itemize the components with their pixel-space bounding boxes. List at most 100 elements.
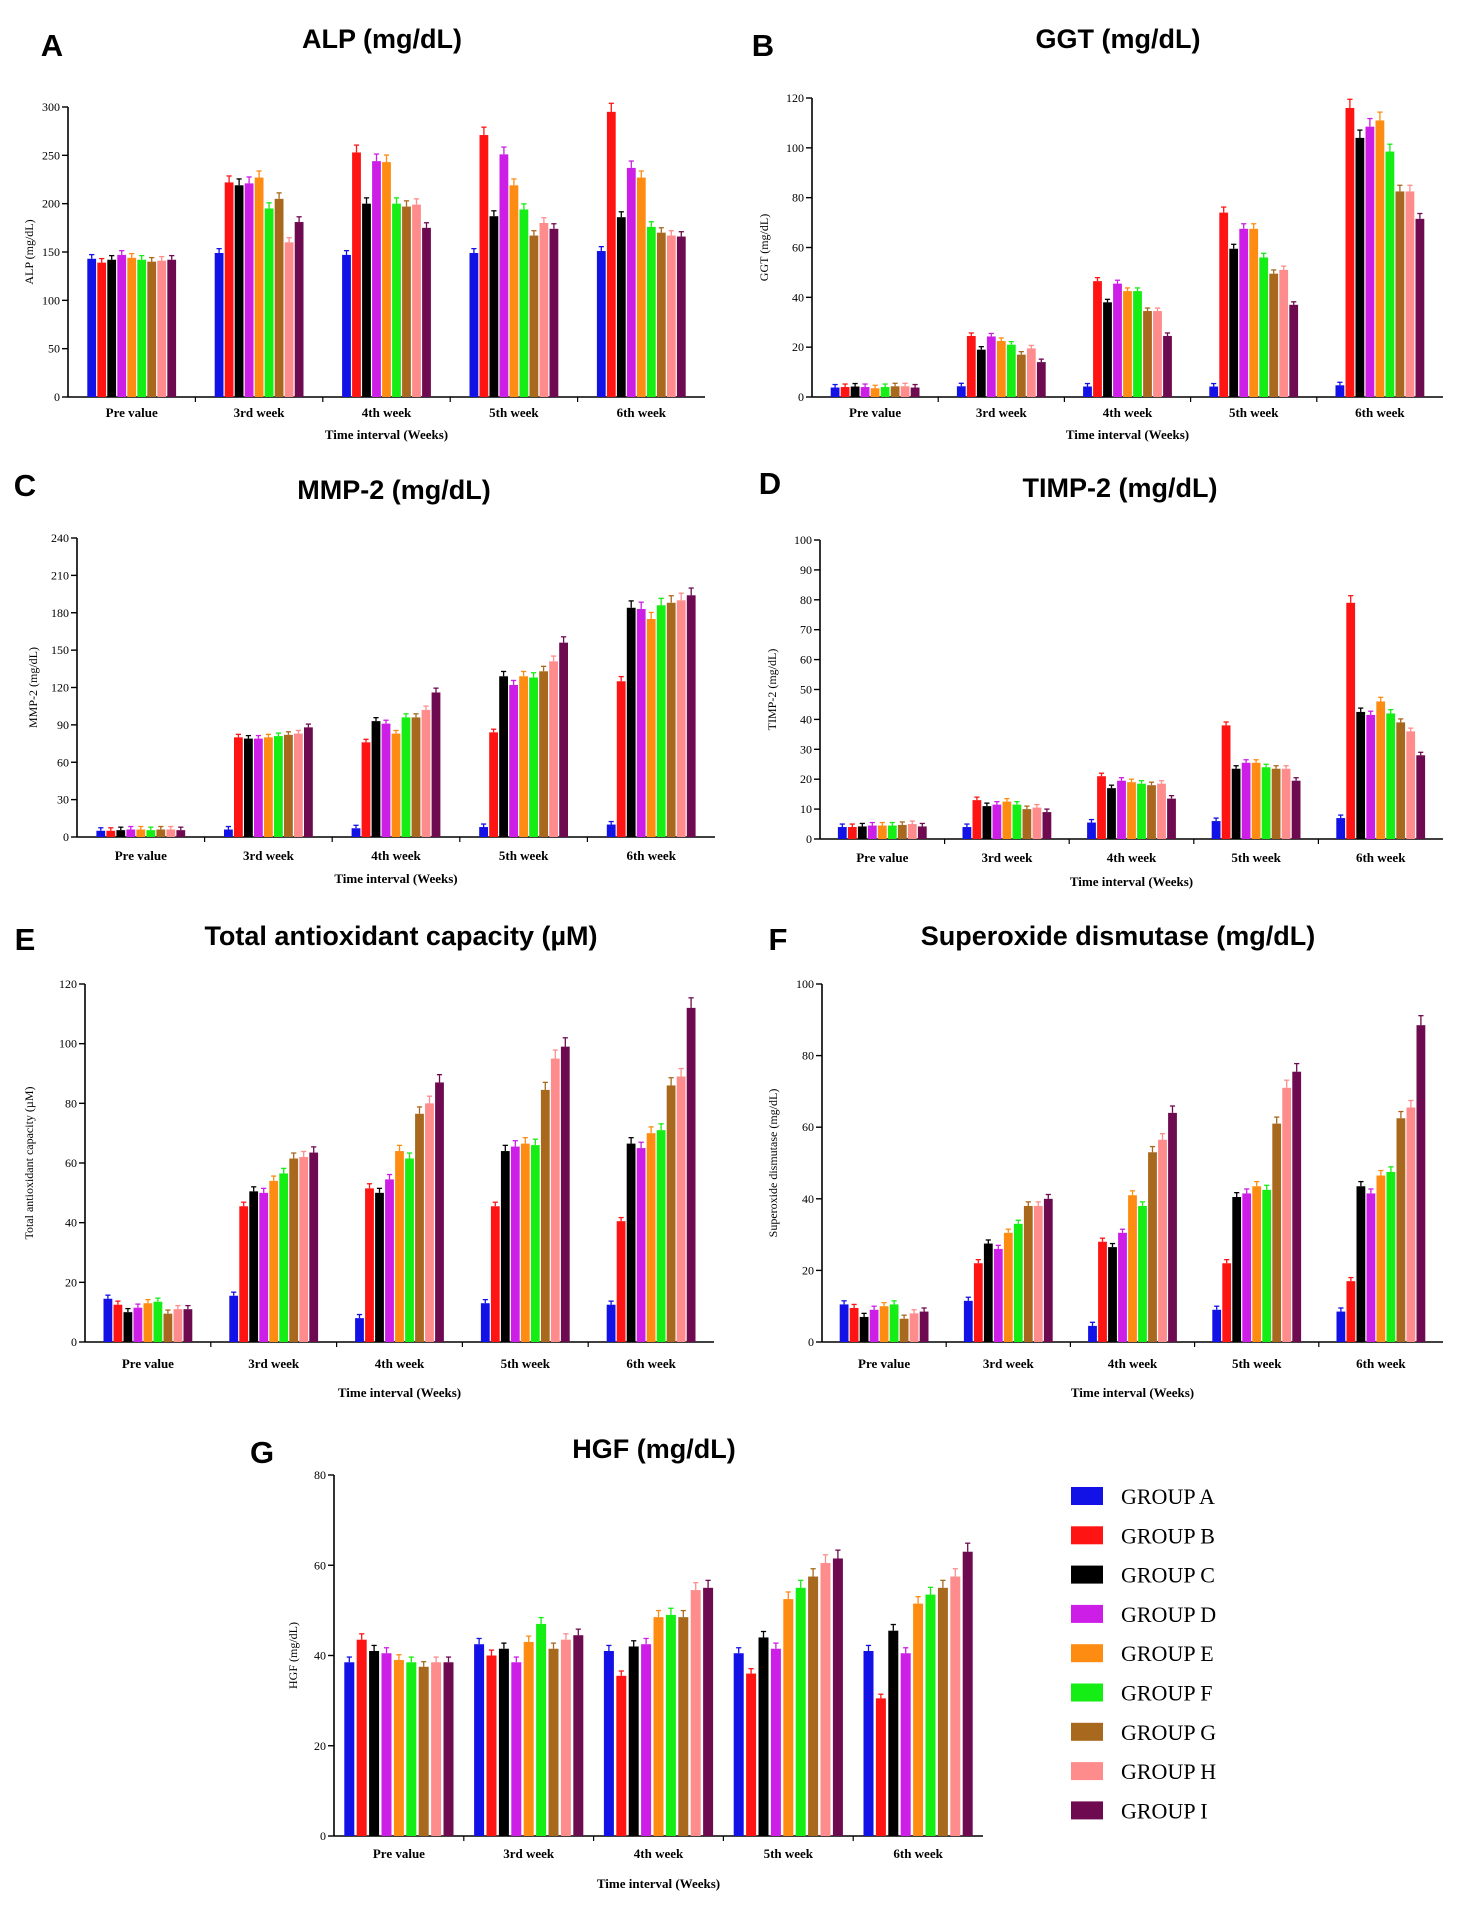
bar-group-d <box>244 183 254 397</box>
bar-group-f <box>392 203 401 397</box>
bar-group-e <box>1123 291 1132 397</box>
bar-group-d <box>867 825 877 839</box>
bar-group-a <box>87 258 97 397</box>
bar-group-d <box>636 1148 646 1342</box>
bar-group-b <box>489 732 498 837</box>
bar-group-g <box>1272 1123 1282 1342</box>
bar-group-g <box>402 206 411 397</box>
bar-group-h <box>690 1590 701 1836</box>
bar-group-b <box>616 1675 627 1836</box>
x-tick-label: 4th week <box>362 405 412 420</box>
y-tick-label: 210 <box>51 568 69 582</box>
bar-group-g <box>656 232 666 397</box>
legend-swatch <box>1071 1683 1103 1702</box>
bar-group-i <box>1163 335 1172 397</box>
x-tick-label: 6th week <box>626 1356 676 1371</box>
y-tick-label: 100 <box>42 293 60 307</box>
bar-group-i <box>686 1007 696 1342</box>
bar-group-e <box>136 829 146 837</box>
bar-group-h <box>907 824 917 839</box>
bar-group-c <box>244 738 253 837</box>
x-tick-label: 3rd week <box>503 1846 555 1861</box>
bar-group-g <box>163 1313 173 1342</box>
bar-group-i <box>560 1046 570 1342</box>
y-tick-label: 80 <box>800 593 812 607</box>
bar-group-g <box>418 1666 429 1836</box>
bar-group-i <box>1416 755 1426 839</box>
bar-group-i <box>962 1551 973 1836</box>
bar-group-d <box>1242 1193 1252 1342</box>
bar-group-a <box>344 1662 355 1836</box>
x-axis-title: Time interval (Weeks) <box>325 427 448 442</box>
bar-group-e <box>269 1180 279 1342</box>
bar-group-g <box>529 235 539 397</box>
bar-group-e <box>520 1143 530 1342</box>
bar-group-i <box>183 1309 193 1342</box>
y-tick-label: 80 <box>65 1096 77 1110</box>
bar-group-i <box>686 595 696 837</box>
bar-group-a <box>863 1650 874 1836</box>
legend-label: GROUP H <box>1121 1759 1216 1784</box>
x-tick-label: 6th week <box>1355 405 1405 420</box>
x-axis-title: Time interval (Weeks) <box>1066 427 1189 442</box>
x-tick-label: Pre value <box>849 405 901 420</box>
bar-group-a <box>962 827 972 839</box>
bar-group-f <box>401 717 411 837</box>
bar-group-g <box>1269 273 1279 397</box>
bar-group-e <box>646 618 656 837</box>
bar-group-b <box>1346 1281 1356 1342</box>
bar-group-b <box>840 387 850 397</box>
bar-group-f <box>406 1662 417 1836</box>
x-tick-label: 5th week <box>764 1846 814 1861</box>
x-axis-title: Time interval (Weeks) <box>597 1876 720 1891</box>
legend-swatch <box>1071 1801 1103 1820</box>
y-tick-label: 60 <box>65 1156 77 1170</box>
bar-group-g <box>678 1617 689 1836</box>
bar-group-a <box>214 252 224 397</box>
y-tick-label: 60 <box>314 1558 326 1572</box>
y-tick-label: 40 <box>800 712 812 726</box>
bar-group-c <box>107 259 117 397</box>
legend-label: GROUP C <box>1121 1563 1215 1588</box>
bar-group-i <box>422 227 431 397</box>
chart-panel-a: A ALP (mg/dL) 0 50 100 150 200 250 300 Pre value 3… <box>22 24 705 442</box>
bar-group-e <box>1002 801 1012 839</box>
bar-group-b <box>365 1188 374 1342</box>
bar-group-i <box>917 826 927 839</box>
y-tick-label: 100 <box>786 141 804 155</box>
bar-group-f <box>264 208 274 397</box>
bar-group-a <box>474 1644 485 1836</box>
legend-swatch <box>1071 1604 1103 1623</box>
bar-group-c <box>983 1243 993 1342</box>
y-tick-label: 300 <box>42 100 60 114</box>
x-tick-label: 5th week <box>489 405 539 420</box>
panel-letter: D <box>759 466 781 501</box>
y-axis-title: ALP (mg/dL) <box>22 219 36 284</box>
bar-group-d <box>381 1653 392 1836</box>
bar-group-f <box>656 1130 666 1342</box>
bar-group-c <box>116 830 126 837</box>
bar-group-c <box>1108 1247 1117 1342</box>
bar-group-a <box>1212 1309 1222 1342</box>
bar-group-a <box>480 1303 490 1342</box>
bar-group-c <box>1356 711 1366 839</box>
y-axis-title: Superoxide dismutase (mg/dL) <box>766 1089 780 1238</box>
bar-group-d <box>254 738 263 837</box>
bar-group-d <box>126 829 136 837</box>
chart-panel-g: G HGF (mg/dL) 0 20 40 60 80 Pre value 3rd week 4t… <box>250 1434 983 1891</box>
chart-panel-f: F Superoxide dismutase (mg/dL) 0 20 40 60 80 10… <box>766 921 1443 1400</box>
y-tick-label: 20 <box>792 340 804 354</box>
bar-group-d <box>626 167 636 397</box>
bar-group-h <box>431 1662 442 1836</box>
y-tick-label: 150 <box>51 643 69 657</box>
bar-group-b <box>847 827 857 839</box>
y-tick-label: 0 <box>63 830 69 844</box>
x-tick-label: 3rd week <box>976 405 1028 420</box>
bar-group-i <box>1168 1112 1177 1342</box>
x-tick-label: Pre value <box>122 1356 174 1371</box>
bar-group-e <box>996 340 1006 397</box>
bar-group-e <box>1003 1232 1013 1342</box>
bar-group-e <box>1128 1195 1137 1342</box>
bar-group-e <box>393 1660 404 1836</box>
bar-group-i <box>304 727 313 837</box>
